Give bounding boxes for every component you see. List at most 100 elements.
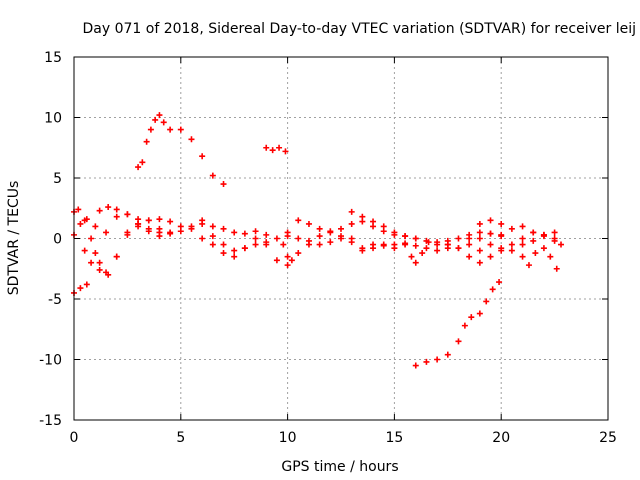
data-point	[92, 223, 99, 230]
data-point	[156, 216, 163, 223]
y-tick-label: 15	[44, 50, 62, 66]
data-point	[284, 233, 291, 240]
data-point	[487, 217, 494, 224]
data-point	[487, 253, 494, 260]
data-point	[252, 241, 259, 248]
data-point	[220, 250, 227, 257]
data-point	[461, 322, 468, 329]
data-point	[489, 286, 496, 293]
data-point	[220, 241, 227, 248]
data-point	[498, 233, 505, 240]
data-point	[380, 223, 387, 230]
series-arc-o	[402, 229, 505, 266]
x-tick-label: 10	[279, 430, 297, 446]
data-point	[496, 279, 503, 286]
data-point	[519, 253, 526, 260]
data-point	[540, 231, 547, 238]
data-point	[434, 356, 441, 363]
data-point	[252, 228, 259, 235]
data-point	[103, 229, 110, 236]
data-point	[530, 237, 537, 244]
data-point	[391, 241, 398, 248]
data-point	[466, 241, 473, 248]
data-point	[199, 235, 206, 242]
data-point	[199, 220, 206, 227]
data-point	[305, 220, 312, 227]
x-tick-label: 0	[70, 430, 79, 446]
data-point	[487, 241, 494, 248]
data-point	[269, 147, 276, 154]
data-point	[284, 262, 291, 269]
data-point	[408, 253, 415, 260]
data-point	[288, 257, 295, 264]
data-point	[96, 259, 103, 266]
data-point	[139, 159, 146, 166]
data-point	[145, 217, 152, 224]
data-point	[83, 281, 90, 288]
data-point	[209, 241, 216, 248]
data-point	[391, 229, 398, 236]
data-point	[338, 235, 344, 242]
data-point	[282, 148, 289, 155]
data-point	[444, 241, 451, 248]
data-point	[402, 233, 409, 240]
y-tick-label: -10	[39, 353, 62, 369]
data-point	[143, 138, 150, 145]
data-point	[188, 225, 195, 232]
data-point	[113, 253, 120, 260]
data-point	[540, 245, 547, 252]
data-point	[75, 206, 82, 213]
data-point	[487, 230, 494, 237]
chart-title: Day 071 of 2018, Sidereal Day-to-day VTE…	[83, 21, 637, 37]
data-point	[412, 259, 419, 266]
data-point	[220, 225, 227, 232]
y-axis-label: SDTVAR / TECUs	[6, 181, 22, 296]
data-point	[135, 216, 142, 223]
data-point	[348, 208, 355, 215]
data-point	[348, 220, 355, 227]
data-point	[273, 235, 280, 242]
data-point	[92, 250, 99, 257]
data-point	[402, 241, 409, 248]
data-point	[532, 250, 539, 257]
data-point	[160, 119, 167, 126]
data-point	[295, 217, 302, 224]
data-point	[419, 250, 426, 257]
data-point	[476, 235, 483, 242]
x-tick-label: 5	[176, 430, 185, 446]
data-point	[483, 298, 490, 305]
data-point	[476, 259, 483, 266]
data-point	[113, 213, 120, 220]
series-arc-h	[188, 220, 270, 254]
data-point	[551, 237, 558, 244]
series-arc-d	[96, 204, 184, 230]
data-point	[241, 230, 248, 237]
data-point	[519, 235, 526, 242]
series-arc-a	[71, 211, 280, 242]
data-point	[188, 136, 195, 143]
y-tick-label: -5	[48, 292, 62, 308]
data-point	[105, 204, 112, 211]
data-point	[476, 247, 483, 254]
data-point	[124, 211, 131, 218]
data-point	[425, 239, 432, 246]
data-point	[338, 225, 344, 232]
data-point	[412, 235, 419, 242]
data-point	[476, 229, 483, 236]
data-point	[209, 172, 216, 179]
y-tick-label: -15	[39, 413, 62, 429]
data-point	[156, 225, 163, 232]
data-point	[359, 247, 366, 254]
data-point	[530, 229, 537, 236]
series-arc-t	[412, 279, 503, 369]
data-point	[370, 218, 377, 225]
data-point	[525, 262, 532, 269]
data-point	[276, 144, 283, 151]
data-point	[284, 253, 291, 260]
data-point	[508, 225, 515, 232]
data-point	[316, 233, 323, 240]
data-point	[558, 241, 565, 248]
data-point	[327, 239, 334, 246]
series-arc-g	[263, 144, 289, 155]
series-arc-f	[135, 112, 227, 188]
